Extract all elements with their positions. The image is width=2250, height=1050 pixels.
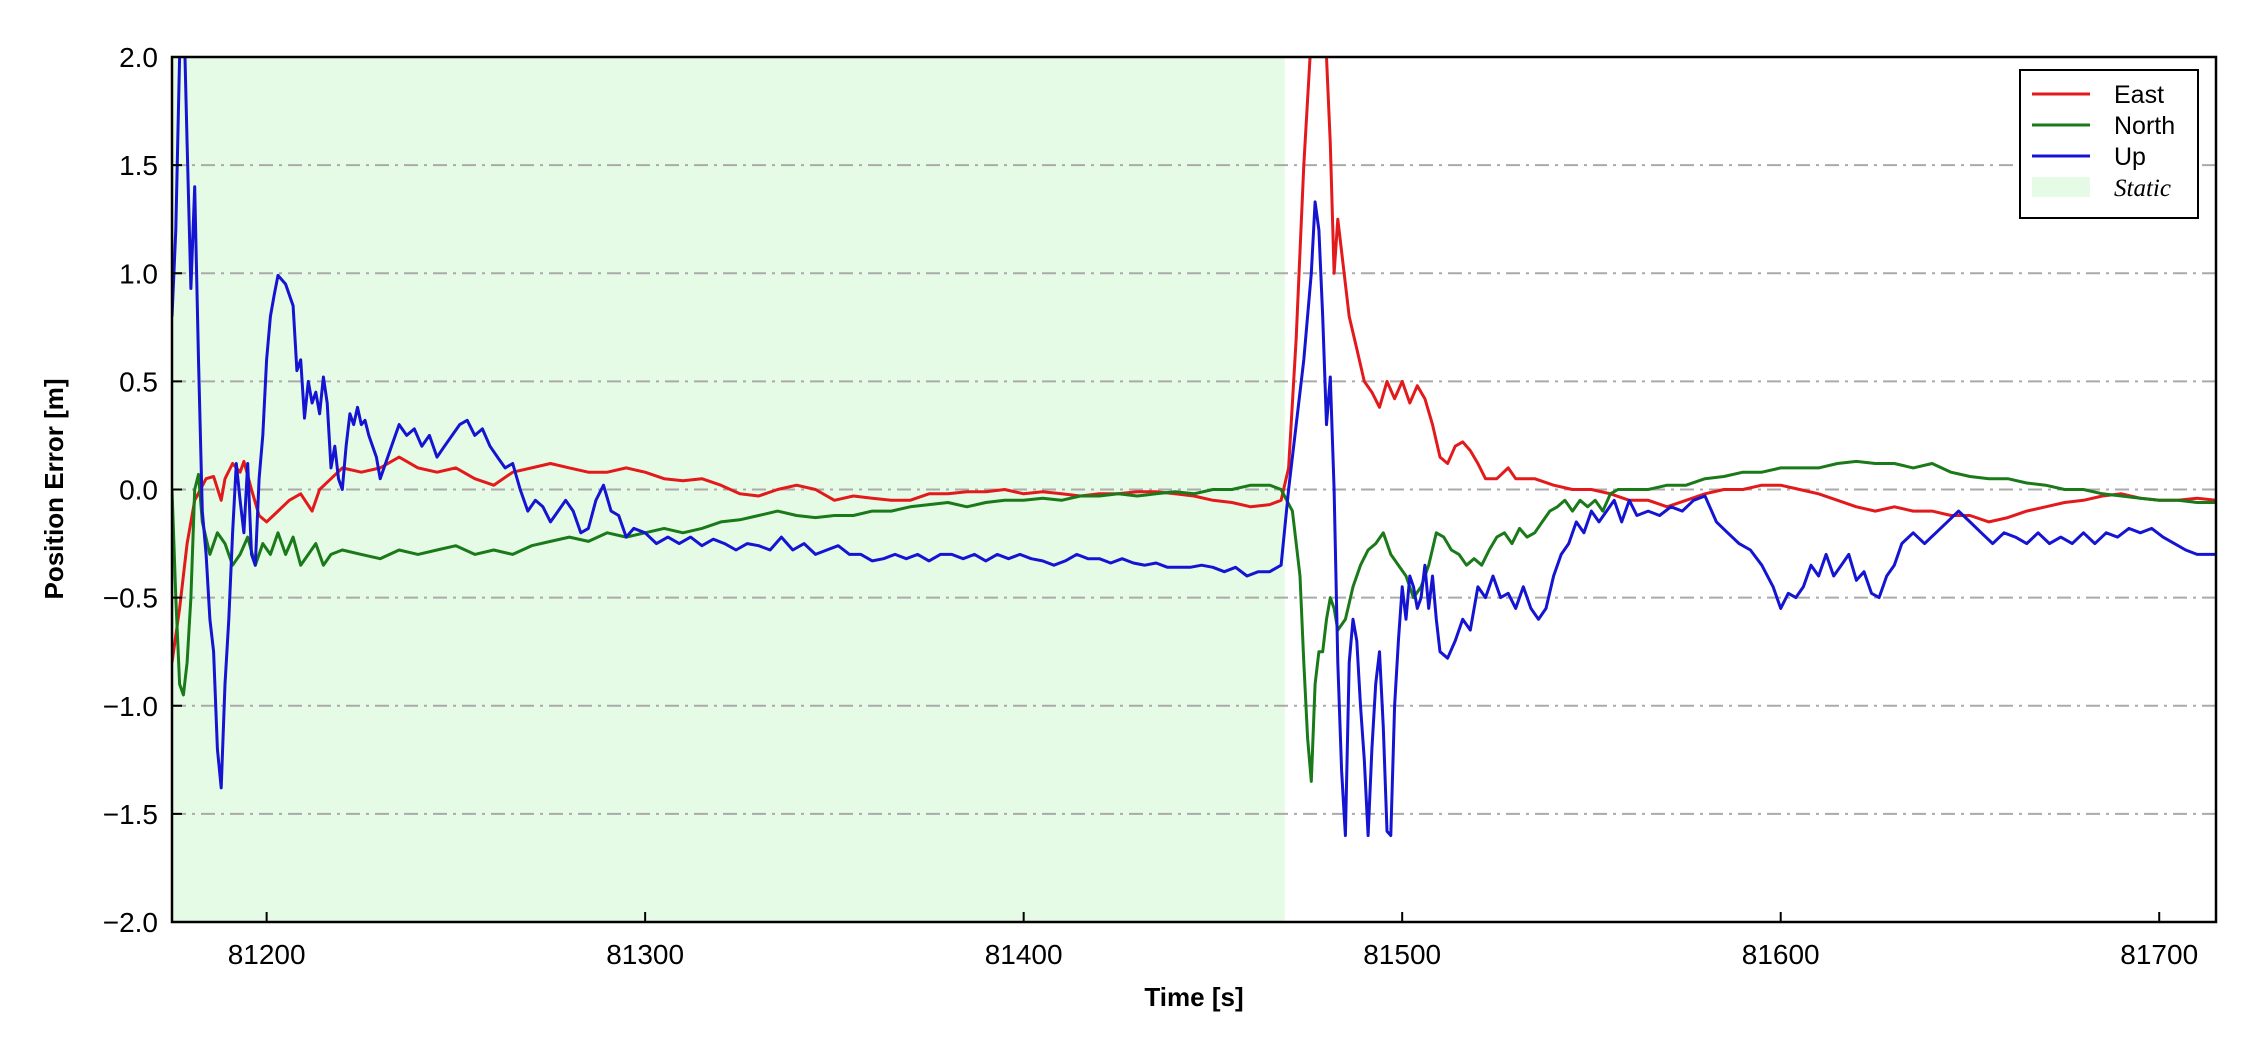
y-tick-label: −1.0 bbox=[103, 691, 158, 722]
y-tick-label: −1.5 bbox=[103, 799, 158, 830]
x-tick-label: 81300 bbox=[606, 939, 684, 970]
legend-label-up: Up bbox=[2114, 143, 2146, 171]
y-tick-label: −2.0 bbox=[103, 907, 158, 938]
plot-area-mask-left bbox=[0, 0, 172, 1050]
y-tick-label: 2.0 bbox=[119, 42, 158, 73]
legend: East North Up Static bbox=[2019, 69, 2199, 219]
legend-label-north: North bbox=[2114, 112, 2175, 140]
plot-area-mask-bottom bbox=[0, 922, 2250, 1050]
x-axis-title: Time [s] bbox=[1144, 982, 1243, 1012]
y-tick-label: −0.5 bbox=[103, 583, 158, 614]
series-line-east bbox=[170, 0, 2217, 663]
series-line-north bbox=[170, 459, 2216, 783]
x-tick-label: 81700 bbox=[2120, 939, 2198, 970]
y-tick-label: 1.0 bbox=[119, 258, 158, 289]
plot-area-mask-top bbox=[0, 0, 2250, 57]
x-tick-label: 81500 bbox=[1363, 939, 1441, 970]
x-axis-ticks: 81200 81300 81400 81500 81600 81700 bbox=[228, 912, 2198, 970]
legend-label-static: Static bbox=[2114, 175, 2171, 202]
plot-area-mask-right bbox=[2216, 0, 2250, 1050]
x-tick-label: 81600 bbox=[1742, 939, 1820, 970]
y-tick-label: 0.0 bbox=[119, 475, 158, 506]
x-tick-label: 81200 bbox=[228, 939, 306, 970]
y-tick-label: 0.5 bbox=[119, 366, 158, 397]
y-axis-title: Position Error [m] bbox=[39, 378, 69, 599]
y-gridlines bbox=[172, 164, 2216, 815]
x-tick-label: 81400 bbox=[985, 939, 1063, 970]
legend-label-east: East bbox=[2114, 81, 2164, 109]
legend-swatch-static bbox=[2032, 177, 2090, 197]
series-line-up bbox=[170, 0, 2216, 837]
y-axis-ticks: 2.0 1.5 1.0 0.5 0.0 −0.5 −1.0 −1.5 −2.0 bbox=[103, 42, 182, 938]
y-tick-label: 1.5 bbox=[119, 150, 158, 181]
plot-series bbox=[170, 0, 2217, 837]
